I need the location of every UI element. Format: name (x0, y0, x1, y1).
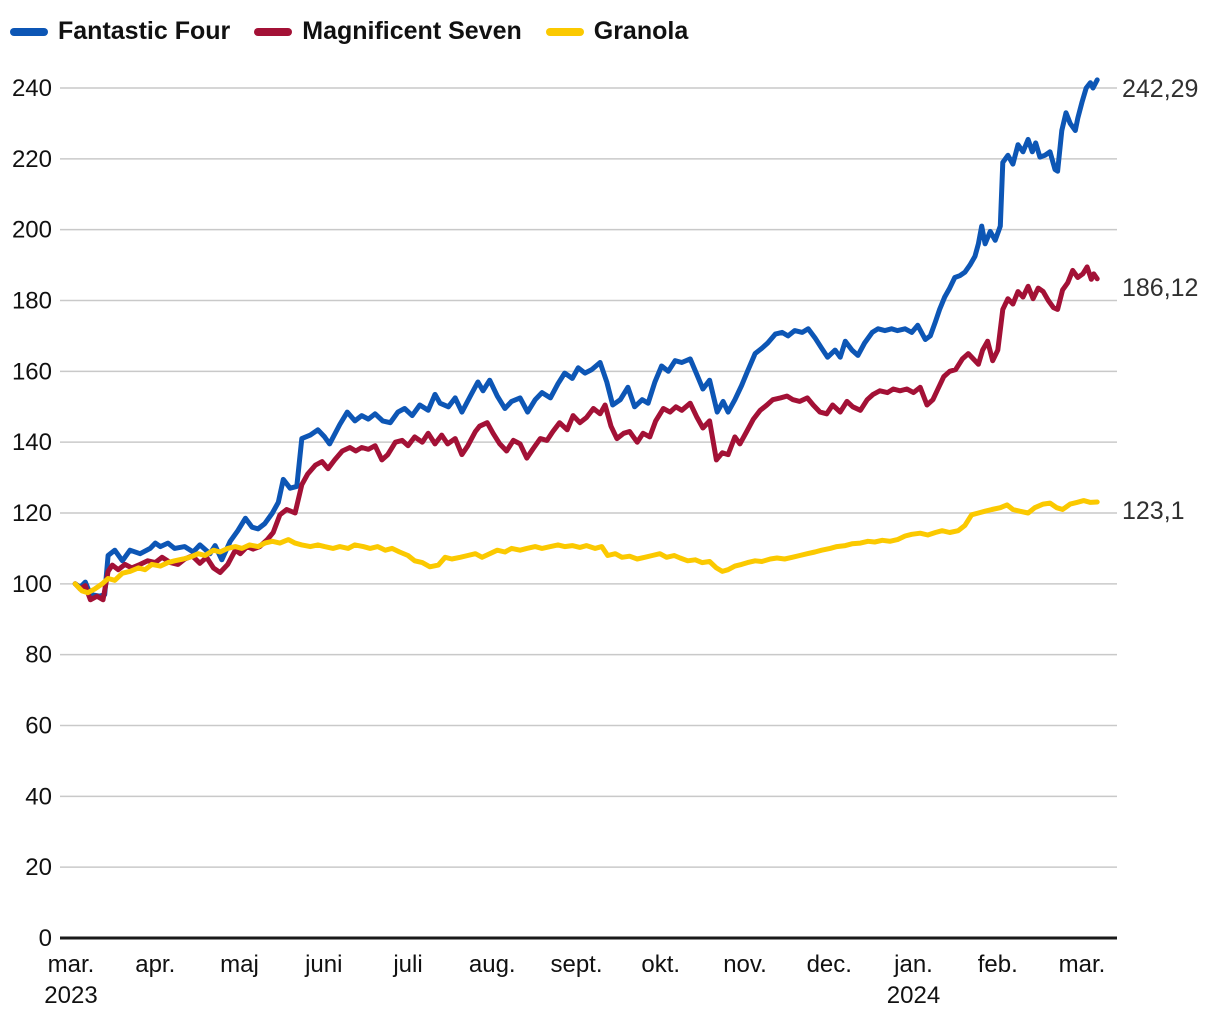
x-axis-labels-group: mar. 2023 apr. maj juni juli aug. sept. okt. nov.… (44, 951, 1105, 1009)
y-tick-label: 100 (12, 571, 52, 598)
x-tick-label: sept. (550, 951, 602, 978)
x-tick-label: jan. (893, 951, 933, 978)
y-axis-labels-group: 0 20 40 60 80 100 120 140 160 180 200 220 240 (12, 75, 52, 952)
x-tick-year-label: 2023 (44, 982, 97, 1009)
y-tick-label: 0 (39, 925, 52, 952)
gridlines-group (60, 87, 1117, 940)
legend-swatch-icon (10, 27, 48, 36)
y-tick-label: 160 (12, 358, 52, 385)
series-line-0 (72, 77, 1100, 599)
legend-item-granola[interactable]: Granola (545, 17, 689, 45)
end-label-1: 186,12 (1122, 273, 1199, 302)
x-tick-label: feb. (978, 951, 1018, 978)
chart-legend: Fantastic Four Magnificent Seven Granola (10, 19, 688, 44)
x-tick-label: aug. (469, 951, 516, 978)
legend-label: Fantastic Four (58, 17, 231, 45)
end-label-0: 242,29 (1122, 74, 1199, 103)
x-tick-label: dec. (807, 951, 852, 978)
x-tick-label: juli (392, 951, 422, 978)
y-tick-label: 20 (25, 854, 52, 881)
y-tick-label: 180 (12, 288, 52, 315)
y-tick-label: 80 (25, 642, 52, 669)
x-tick-label: apr. (135, 951, 175, 978)
series-line-1 (72, 264, 1100, 603)
end-label-2: 123,1 (1122, 497, 1185, 526)
legend-item-fantastic-four[interactable]: Fantastic Four (10, 19, 230, 44)
legend-label: Granola (593, 17, 689, 45)
legend-item-magnificent-seven[interactable]: Magnificent Seven (254, 19, 522, 44)
x-tick-label: mar. (1059, 951, 1106, 978)
y-tick-label: 200 (12, 217, 52, 244)
legend-swatch-icon (254, 27, 293, 36)
x-tick-label: maj (220, 951, 259, 978)
y-tick-label: 120 (12, 500, 52, 527)
x-tick-label: nov. (723, 951, 767, 978)
y-tick-label: 240 (12, 75, 52, 102)
x-tick-year-label: 2024 (887, 982, 940, 1009)
x-tick-label: okt. (641, 951, 680, 978)
series-line-2 (72, 498, 1100, 596)
x-tick-label: mar. (48, 951, 95, 978)
y-tick-label: 140 (12, 429, 52, 456)
y-tick-label: 40 (25, 783, 52, 810)
x-tick-label: juni (304, 951, 342, 978)
legend-label: Magnificent Seven (302, 17, 522, 45)
y-tick-label: 60 (25, 713, 52, 740)
y-tick-label: 220 (12, 146, 52, 173)
legend-swatch-icon (545, 27, 584, 36)
series-lines-group (72, 77, 1100, 603)
